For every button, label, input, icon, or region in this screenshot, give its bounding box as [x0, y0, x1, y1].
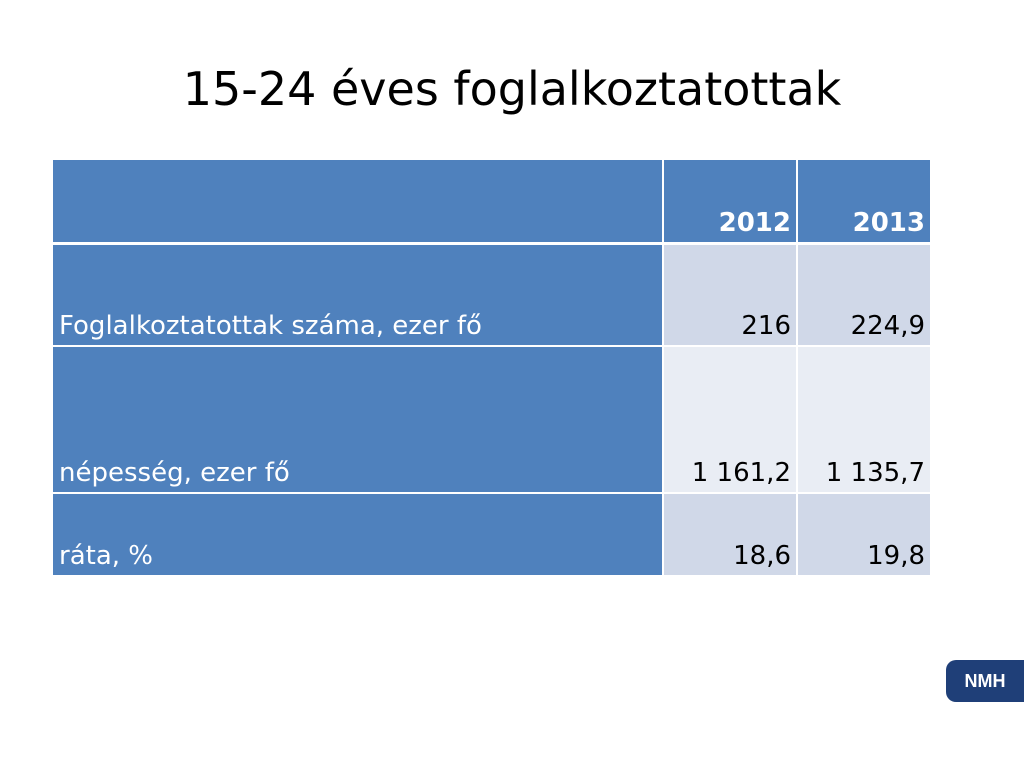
- logo: NMH: [946, 660, 1024, 702]
- header-cell: [53, 160, 662, 242]
- row-label: népesség, ezer fő: [53, 347, 662, 492]
- table-cell: 18,6: [664, 494, 796, 575]
- slide-title: 15-24 éves foglalkoztatottak: [182, 62, 842, 116]
- row-label: Foglalkoztatottak száma, ezer fő: [53, 245, 662, 345]
- table-cell: 216: [664, 245, 796, 345]
- table-cell: 224,9: [798, 245, 930, 345]
- table-cell: 19,8: [798, 494, 930, 575]
- column-header: 2012: [664, 160, 796, 242]
- row-label: ráta, %: [53, 494, 662, 575]
- column-header: 2013: [798, 160, 930, 242]
- table-cell: 1 135,7: [798, 347, 930, 492]
- table-cell: 1 161,2: [664, 347, 796, 492]
